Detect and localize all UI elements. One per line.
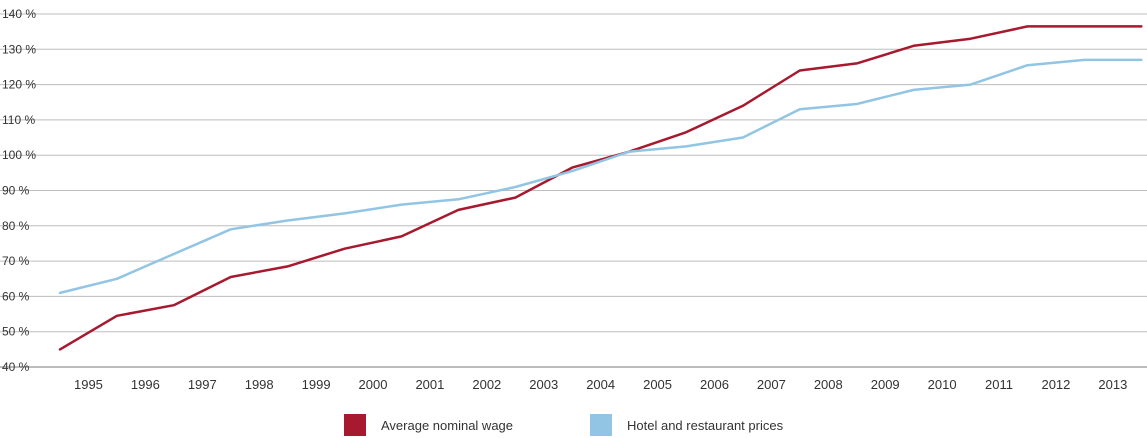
legend-swatch-hotel-and-restaurant-prices: [590, 414, 612, 436]
x-tick-label: 1995: [74, 377, 103, 392]
legend: Average nominal wage Hotel and restauran…: [0, 414, 1147, 438]
y-tick-label: 140 %: [2, 7, 36, 21]
x-tick-label: 1997: [188, 377, 217, 392]
y-tick-label: 110 %: [2, 113, 35, 127]
legend-label: Hotel and restaurant prices: [627, 417, 784, 433]
legend-item-average-nominal-wage: Average nominal wage: [344, 414, 513, 436]
x-tick-label: 1999: [302, 377, 331, 392]
series-line-hotel-and-restaurant-prices: [58, 58, 1143, 295]
x-tick-label: 1998: [245, 377, 274, 392]
x-tick-label: 2002: [472, 377, 501, 392]
y-tick-label: 80 %: [2, 219, 30, 233]
y-tick-label: 90 %: [2, 184, 30, 198]
x-tick-label: 2007: [757, 377, 786, 392]
legend-swatch-average-nominal-wage: [344, 414, 366, 436]
x-tick-label: 2012: [1041, 377, 1070, 392]
line-chart: 40 % 50 % 60 % 70 % 80 % 90 % 100 % 110 % 120 % 1…: [0, 7, 1147, 392]
series-line-average-nominal-wage: [58, 25, 1143, 351]
x-tick-label: 2001: [415, 377, 444, 392]
y-tick-label: 50 %: [2, 325, 30, 339]
x-tick-label: 2003: [529, 377, 558, 392]
y-tick-label: 60 %: [2, 289, 30, 303]
x-tick-label: 2010: [928, 377, 957, 392]
x-tick-label: 2011: [985, 377, 1013, 392]
y-tick-label: 120 %: [2, 78, 36, 92]
x-tick-label: 2000: [359, 377, 388, 392]
legend-label: Average nominal wage: [381, 417, 514, 433]
x-tick-label: 2009: [871, 377, 900, 392]
y-tick-label: 70 %: [2, 254, 30, 268]
x-tick-label: 2013: [1098, 377, 1127, 392]
x-tick-label: 2004: [586, 377, 615, 392]
x-tick-label: 2008: [814, 377, 843, 392]
x-tick-label: 1996: [131, 377, 160, 392]
x-tick-label: 2006: [700, 377, 729, 392]
legend-item-hotel-and-restaurant-prices: Hotel and restaurant prices: [590, 414, 783, 436]
x-tick-label: 2005: [643, 377, 672, 392]
y-tick-label: 130 %: [2, 42, 36, 56]
y-tick-label: 40 %: [2, 360, 30, 374]
y-tick-label: 100 %: [2, 148, 36, 162]
